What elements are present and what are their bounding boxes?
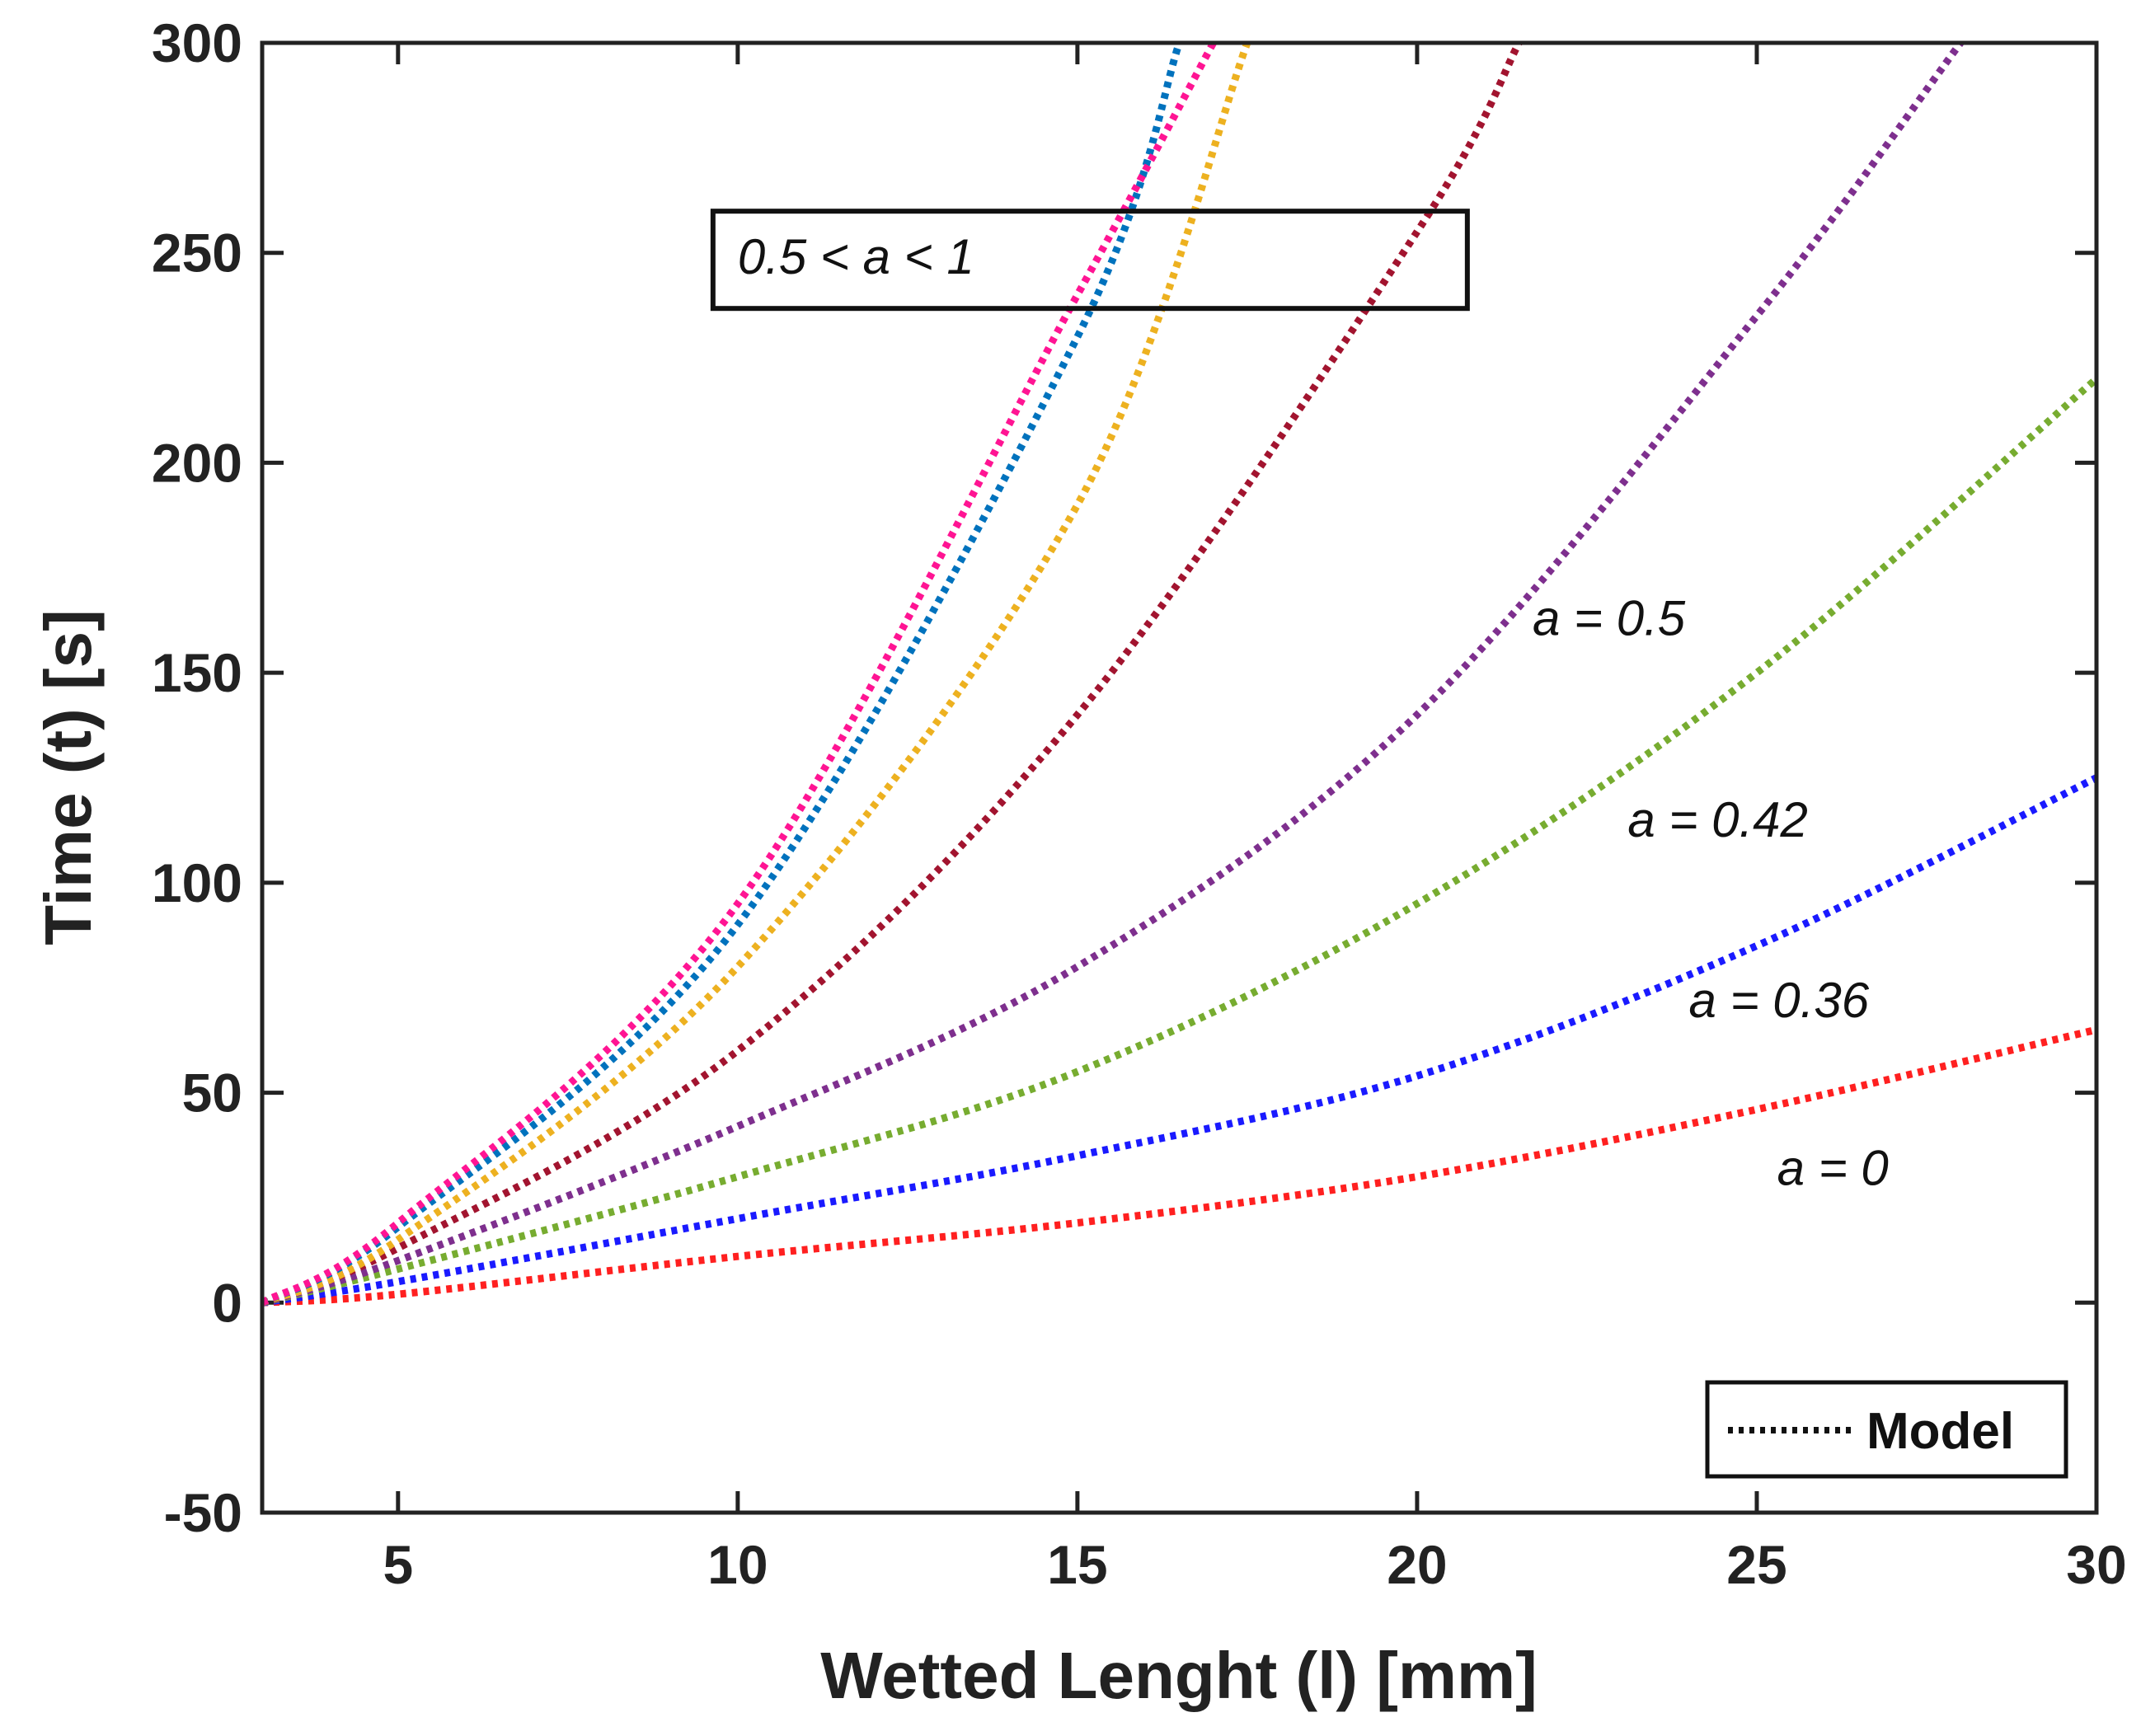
y-tick-label: 0 [212,1272,242,1333]
x-tick-label: 15 [1047,1534,1107,1595]
y-axis-label: Time (t) [s] [31,609,105,945]
legend: Model [1705,1380,2068,1479]
legend-box [1705,1380,2068,1479]
series-layer [260,40,2099,1307]
annotation-box [710,209,1470,312]
x-tick-label: 30 [2066,1534,2126,1595]
y-tick-label: -50 [164,1482,242,1543]
annotation-label: a = 0 [1777,1141,1889,1196]
x-tick-label: 10 [707,1534,768,1595]
y-tick-label: 300 [152,12,242,73]
x-tick-label: 25 [1726,1534,1787,1595]
legend-label-model: Model [1866,1403,2014,1460]
series-line-6 [260,41,1183,1307]
y-tick-label: 150 [152,642,242,703]
series-line-3 [261,40,1964,1307]
annotation-label: a = 0.42 [1627,792,1808,847]
series-line-0 [261,1025,2098,1307]
annotation-label: a = 0.36 [1689,973,1870,1028]
plot-area-frame [260,40,2099,1515]
y-tick-label: 200 [152,432,242,493]
x-tick-label: 20 [1387,1534,1447,1595]
y-tick-label: 50 [182,1063,242,1124]
annotation-layer: a = 0.5 a = 0.42 a = 0.36 a = 0 0.5 < a < 1 [710,209,1889,1196]
x-tick-label: 5 [383,1534,413,1595]
series-line-4 [261,40,1523,1307]
series-line-5 [261,41,1251,1307]
y-tick-label: 250 [152,223,242,284]
x-axis-label: Wetted Lenght (l) [mm] [820,1639,1538,1712]
annotation-label: a = 0.5 [1533,590,1686,645]
annotation-label: 0.5 < a < 1 [738,229,974,284]
series-line-2 [261,376,2099,1307]
tick-label-layer: 5 10 15 20 25 30 -50 0 50 100 150 200 250 300 [152,12,2127,1595]
series-line-1 [261,774,2098,1307]
y-tick-label: 100 [152,852,242,913]
